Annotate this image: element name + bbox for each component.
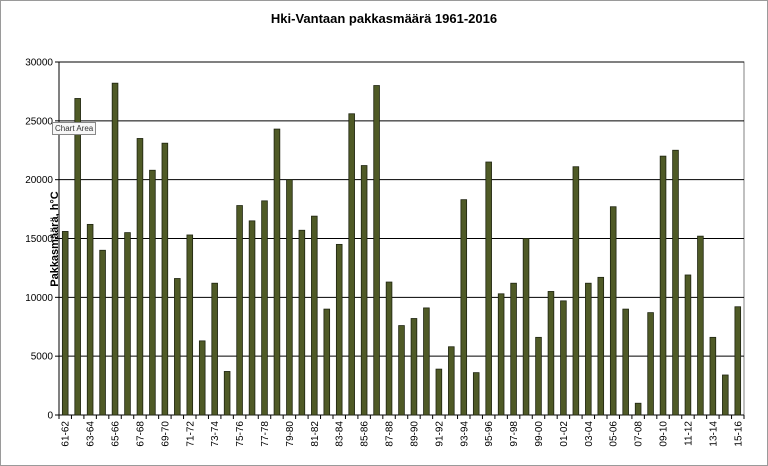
x-tick-label: 15-16: [733, 421, 744, 447]
x-tick-label: 65-66: [111, 421, 122, 447]
bar-83-84: [335, 243, 343, 416]
x-tick-label: 73-74: [210, 421, 221, 447]
bar-90-91: [423, 307, 430, 416]
x-tick-label: 99-00: [534, 421, 545, 447]
bar-89-90: [410, 318, 418, 416]
bar-80-81: [298, 229, 306, 416]
bar-01-02: [560, 300, 567, 416]
bar-63-64: [86, 223, 94, 416]
x-tick-label: 83-84: [335, 421, 346, 447]
x-tick-label: 09-10: [659, 421, 670, 447]
bar-69-70: [161, 142, 169, 416]
bar-61-62: [61, 231, 69, 416]
x-tick-label: 69-70: [160, 421, 171, 447]
y-tick-label: 15000: [25, 234, 53, 245]
bar-79-80: [286, 179, 293, 416]
bar-78-79: [273, 128, 281, 416]
x-tick-label: 05-06: [609, 421, 620, 447]
bar-12-13: [697, 235, 704, 416]
bar-72-73: [198, 340, 206, 416]
x-tick-label: 03-04: [584, 421, 595, 447]
x-tick-label: 63-64: [86, 421, 97, 447]
bar-93-94: [460, 199, 468, 416]
bar-11-12: [684, 274, 692, 416]
bar-07-08: [634, 402, 642, 416]
bar-66-67: [124, 232, 131, 416]
x-tick-label: 89-90: [409, 421, 420, 447]
x-tick-label: 91-92: [434, 421, 445, 447]
bar-00-01: [547, 291, 555, 416]
bar-97-98: [510, 282, 517, 416]
bar-68-69: [149, 169, 156, 416]
y-tick-label: 0: [47, 411, 53, 422]
bar-92-93: [448, 346, 455, 416]
x-tick-label: 93-94: [459, 421, 470, 447]
bar-85-86: [360, 165, 368, 416]
x-tick-label: 11-12: [683, 421, 694, 446]
x-tick-label: 85-86: [360, 421, 371, 447]
bar-99-00: [535, 336, 542, 416]
x-tick-label: 01-02: [559, 421, 570, 447]
bar-10-11: [672, 149, 679, 416]
bar-08-09: [647, 312, 654, 416]
x-tick-label: 79-80: [285, 421, 296, 447]
bar-09-10: [659, 155, 667, 416]
bar-62-63: [74, 98, 81, 416]
bar-06-07: [622, 308, 629, 416]
y-tick-label: 20000: [25, 175, 53, 186]
x-tick-label: 07-08: [634, 421, 645, 447]
bar-94-95: [472, 372, 480, 416]
x-tick-label: 87-88: [385, 421, 396, 447]
x-tick-label: 77-78: [260, 421, 271, 447]
bar-65-66: [111, 82, 119, 416]
x-tick-label: 81-82: [310, 421, 321, 447]
x-tick-label: 71-72: [185, 421, 196, 447]
bar-95-96: [485, 161, 492, 416]
bar-03-04: [585, 282, 592, 416]
bar-77-78: [261, 200, 268, 416]
bar-87-88: [385, 281, 393, 416]
bar-70-71: [174, 278, 181, 416]
y-tick-label: 10000: [25, 293, 53, 304]
x-tick-label: 13-14: [708, 421, 719, 447]
x-tick-label: 97-98: [509, 421, 520, 447]
bar-05-06: [609, 206, 617, 416]
chart-area-tooltip: Chart Area: [52, 122, 97, 135]
bar-76-77: [248, 220, 256, 416]
bar-81-82: [311, 215, 318, 416]
bar-96-97: [497, 293, 505, 416]
bar-86-87: [373, 85, 380, 416]
bar-82-83: [323, 308, 331, 416]
bar-67-68: [136, 138, 144, 416]
bar-71-72: [186, 234, 194, 416]
bar-98-99: [522, 238, 530, 416]
bar-88-89: [398, 325, 405, 416]
x-tick-label: 75-76: [235, 421, 246, 447]
x-tick-label: 67-68: [135, 421, 146, 447]
y-tick-label: 5000: [31, 352, 54, 363]
bar-15-16: [734, 306, 742, 416]
x-tick-label: 95-96: [484, 421, 495, 447]
bar-74-75: [223, 371, 231, 416]
bar-14-15: [722, 374, 729, 416]
bar-64-65: [99, 249, 106, 416]
bar-84-85: [348, 113, 355, 416]
bar-04-05: [597, 276, 605, 416]
bar-91-92: [435, 368, 443, 416]
y-tick-label: 25000: [25, 116, 53, 127]
bar-75-76: [236, 205, 243, 416]
bar-73-74: [211, 282, 218, 416]
bar-13-14: [709, 336, 717, 416]
y-tick-label: 30000: [25, 58, 53, 69]
bar-02-03: [572, 166, 580, 416]
x-tick-label: 61-62: [61, 421, 72, 447]
chart-title: Hki-Vantaan pakkasmäärä 1961-2016: [270, 11, 498, 26]
